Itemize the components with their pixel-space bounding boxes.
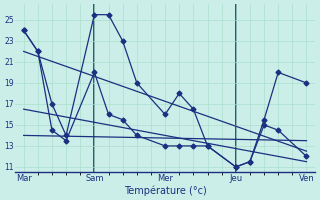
- X-axis label: Température (°c): Température (°c): [124, 185, 206, 196]
